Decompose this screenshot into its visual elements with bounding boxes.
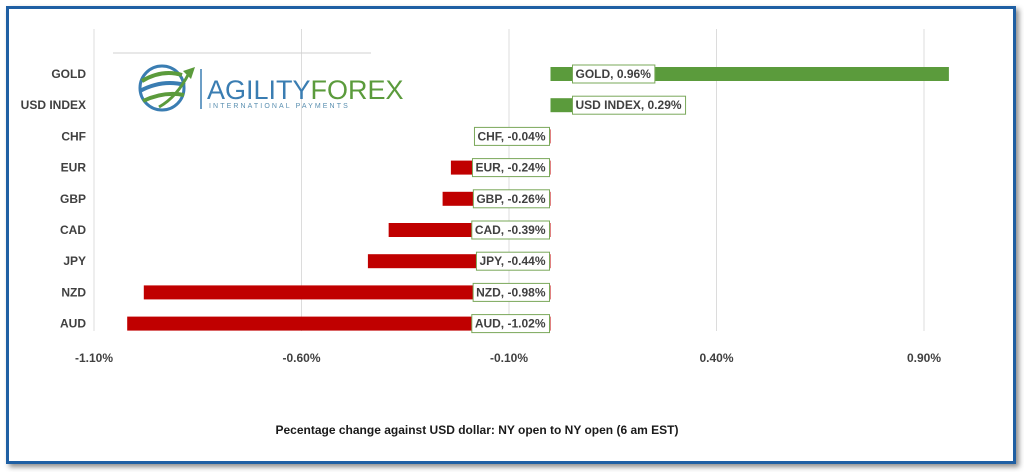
data-label-text: EUR, -0.24% bbox=[475, 161, 545, 175]
category-label: EUR bbox=[61, 161, 87, 175]
data-label: JPY, -0.44% bbox=[475, 251, 550, 271]
category-label: GOLD bbox=[51, 67, 86, 81]
data-label-box bbox=[473, 126, 550, 146]
data-label-box bbox=[475, 251, 550, 271]
category-labels: GOLD USD INDEX CHF EUR GBP CAD JPY NZD AUD bbox=[21, 67, 87, 331]
logo-subtitle: INTERNATIONAL PAYMENTS bbox=[209, 103, 350, 110]
x-tick-label: 0.40% bbox=[699, 351, 733, 365]
x-tick-label: 0.90% bbox=[907, 351, 941, 365]
data-label-box bbox=[572, 64, 656, 84]
bar-aud bbox=[127, 316, 551, 331]
data-label-text: GBP, -0.26% bbox=[476, 192, 545, 206]
logo-agility-text: AGILITY bbox=[207, 75, 311, 105]
data-label: AUD, -1.02% bbox=[471, 314, 550, 334]
category-label: GBP bbox=[60, 192, 86, 206]
data-label-box bbox=[472, 189, 550, 209]
category-label: NZD bbox=[61, 285, 86, 299]
chart-frame: GOLD, 0.96% USD INDEX, 0.29% CHF, -0.04% EU… bbox=[6, 6, 1016, 464]
chart-caption: Pecentage change against USD dollar: NY … bbox=[276, 423, 679, 437]
bar-chart: GOLD, 0.96% USD INDEX, 0.29% CHF, -0.04% EU… bbox=[21, 29, 949, 437]
category-label: AUD bbox=[60, 317, 86, 331]
data-label-box bbox=[471, 158, 550, 178]
data-label-text: AUD, -1.02% bbox=[475, 317, 546, 331]
x-tick-label: -0.60% bbox=[282, 351, 320, 365]
data-labels: GOLD, 0.96% USD INDEX, 0.29% CHF, -0.04% EU… bbox=[471, 64, 687, 334]
data-label: GBP, -0.26% bbox=[472, 189, 550, 209]
category-label: JPY bbox=[63, 254, 86, 268]
data-label-box bbox=[471, 220, 550, 240]
x-tick-label: -1.10% bbox=[75, 351, 113, 365]
data-label-text: JPY, -0.44% bbox=[479, 254, 545, 268]
logo-forex-text: FOREX bbox=[311, 75, 404, 105]
data-label: CHF, -0.04% bbox=[473, 126, 550, 146]
data-label-box bbox=[471, 314, 550, 334]
data-label: EUR, -0.24% bbox=[471, 158, 550, 178]
agility-forex-logo: AGILITYFOREX INTERNATIONAL PAYMENTS bbox=[113, 52, 404, 112]
data-label-box bbox=[472, 282, 550, 302]
data-label: GOLD, 0.96% bbox=[572, 64, 656, 84]
category-label: CAD bbox=[60, 223, 86, 237]
data-label: NZD, -0.98% bbox=[472, 282, 550, 302]
category-label: CHF bbox=[61, 129, 86, 143]
globe-arrow-icon bbox=[138, 64, 195, 112]
data-label-text: GOLD, 0.96% bbox=[576, 67, 652, 81]
x-tick-label: -0.10% bbox=[490, 351, 528, 365]
data-label: CAD, -0.39% bbox=[471, 220, 550, 240]
data-label-text: CAD, -0.39% bbox=[475, 223, 546, 237]
data-label: USD INDEX, 0.29% bbox=[572, 95, 687, 115]
x-tick-labels: -1.10% -0.60% -0.10% 0.40% 0.90% bbox=[75, 351, 941, 365]
bar-nzd bbox=[143, 285, 551, 300]
data-label-text: USD INDEX, 0.29% bbox=[576, 98, 682, 112]
data-label-box bbox=[572, 95, 687, 115]
category-label: USD INDEX bbox=[21, 98, 86, 112]
data-label-text: CHF, -0.04% bbox=[477, 129, 545, 143]
data-label-text: NZD, -0.98% bbox=[476, 285, 546, 299]
svg-text:AGILITYFOREX: AGILITYFOREX bbox=[207, 75, 404, 105]
